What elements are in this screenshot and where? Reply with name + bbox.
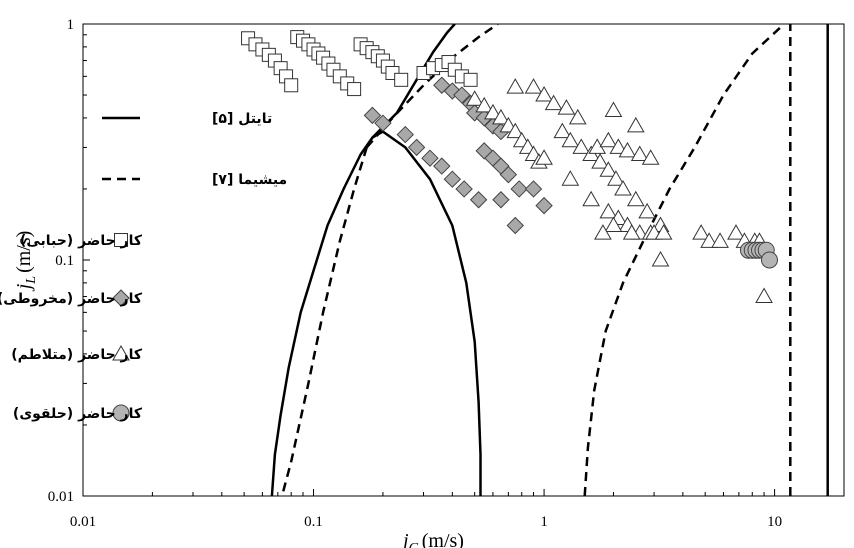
- turbulent-point: [524, 78, 543, 94]
- turbulent-point: [622, 224, 641, 240]
- turbulent-point: [599, 131, 618, 148]
- axis-ticks: [82, 23, 845, 497]
- bubbly-point: [394, 72, 409, 87]
- turbulent-point: [568, 108, 587, 125]
- conical-point: [433, 157, 451, 175]
- turbulent-point: [506, 122, 525, 139]
- legend-label: کار حاضر (مخروطی): [0, 291, 143, 307]
- tick-labels: 0.01 0.1 1 10 0.01 0.1 1: [48, 17, 782, 530]
- turbulent-point: [561, 131, 580, 148]
- turbulent-point: [557, 99, 576, 115]
- turbulent-point: [651, 250, 670, 267]
- turbulent-point: [604, 101, 623, 118]
- turbulent-point: [641, 149, 660, 165]
- turbulent-point: [591, 153, 609, 169]
- turbulent-point: [561, 170, 580, 186]
- data-points: [241, 30, 778, 304]
- turbulent-point: [599, 161, 618, 177]
- dashed-model-line: [280, 147, 368, 496]
- conical-point: [455, 180, 473, 198]
- legend-label: کار حاضر (متلاطم): [11, 347, 143, 363]
- axis-titles: jG(m/s) jL(m/s): [13, 231, 464, 548]
- annular-point: [760, 251, 778, 269]
- turbulent-point: [506, 78, 525, 94]
- conical-point: [396, 125, 414, 144]
- bubbly-point: [463, 72, 478, 87]
- conical-point: [469, 191, 488, 209]
- legend-label: کار حاضر (حبابی): [20, 233, 143, 249]
- turbulent-point: [553, 122, 572, 139]
- y-axis-title: jL(m/s): [13, 231, 39, 293]
- x-axis-title: jG(m/s): [400, 530, 464, 548]
- bubbly-point: [347, 82, 362, 97]
- conical-point: [499, 165, 518, 184]
- legend: تایتل [۵] میشیما [۷] کار حاضر (حبابی) کار ح…: [0, 111, 287, 422]
- turbulent-point: [755, 287, 773, 304]
- legend-label: تایتل [۵]: [212, 111, 272, 127]
- conical-point: [535, 196, 553, 215]
- turbulent-point: [604, 216, 623, 233]
- turbulent-point: [492, 108, 510, 125]
- turbulent-point: [599, 202, 618, 219]
- y-tick-label: 0.1: [55, 253, 74, 269]
- conical-point: [506, 216, 524, 235]
- x-tick-label: 0.1: [304, 514, 323, 530]
- dashed-model-line: [365, 24, 499, 149]
- conical-point: [407, 138, 426, 157]
- turbulent-point: [692, 224, 710, 240]
- turbulent-point: [594, 224, 612, 240]
- dashed-model-line: [583, 24, 785, 496]
- legend-triangle-swatch: [112, 344, 130, 361]
- turbulent-point: [544, 94, 563, 111]
- x-tick-label: 0.01: [70, 514, 96, 530]
- conical-point: [421, 149, 439, 167]
- conical-point: [374, 114, 392, 132]
- turbulent-point: [582, 190, 600, 207]
- legend-circle-swatch: [112, 404, 130, 422]
- turbulent-point: [626, 190, 645, 207]
- legend-square-swatch: [114, 233, 128, 247]
- solid-model-line: [371, 24, 456, 139]
- turbulent-point: [654, 224, 673, 240]
- turbulent-point: [626, 116, 645, 133]
- conical-point: [524, 180, 543, 198]
- turbulent-point: [630, 145, 649, 161]
- legend-label: کار حاضر (حلقوی): [13, 406, 143, 422]
- turbulent-point: [535, 86, 553, 102]
- turbulent-point: [535, 149, 553, 165]
- turbulent-point: [700, 232, 718, 248]
- turbulent-point: [614, 179, 632, 196]
- x-tick-label: 10: [767, 514, 782, 530]
- legend-label: میشیما [۷]: [212, 172, 287, 188]
- conical-point: [453, 86, 471, 104]
- y-tick-label: 0.01: [48, 489, 74, 505]
- x-tick-label: 1: [540, 514, 548, 530]
- legend-diamond-swatch: [112, 289, 130, 307]
- conical-point: [363, 106, 382, 125]
- y-tick-label: 1: [67, 17, 75, 33]
- conical-point: [510, 180, 528, 198]
- bubbly-point: [284, 78, 299, 93]
- turbulent-point: [638, 202, 657, 219]
- turbulent-point: [618, 141, 637, 158]
- conical-point: [443, 170, 462, 188]
- turbulent-point: [475, 96, 494, 113]
- conical-point: [492, 191, 510, 209]
- solid-model-line: [270, 130, 482, 496]
- turbulent-point: [711, 232, 729, 248]
- turbulent-point: [727, 224, 745, 240]
- turbulent-point: [484, 103, 502, 120]
- turbulent-point: [465, 90, 484, 106]
- turbulent-point: [607, 170, 625, 186]
- turbulent-point: [609, 138, 628, 154]
- turbulent-point: [572, 138, 591, 154]
